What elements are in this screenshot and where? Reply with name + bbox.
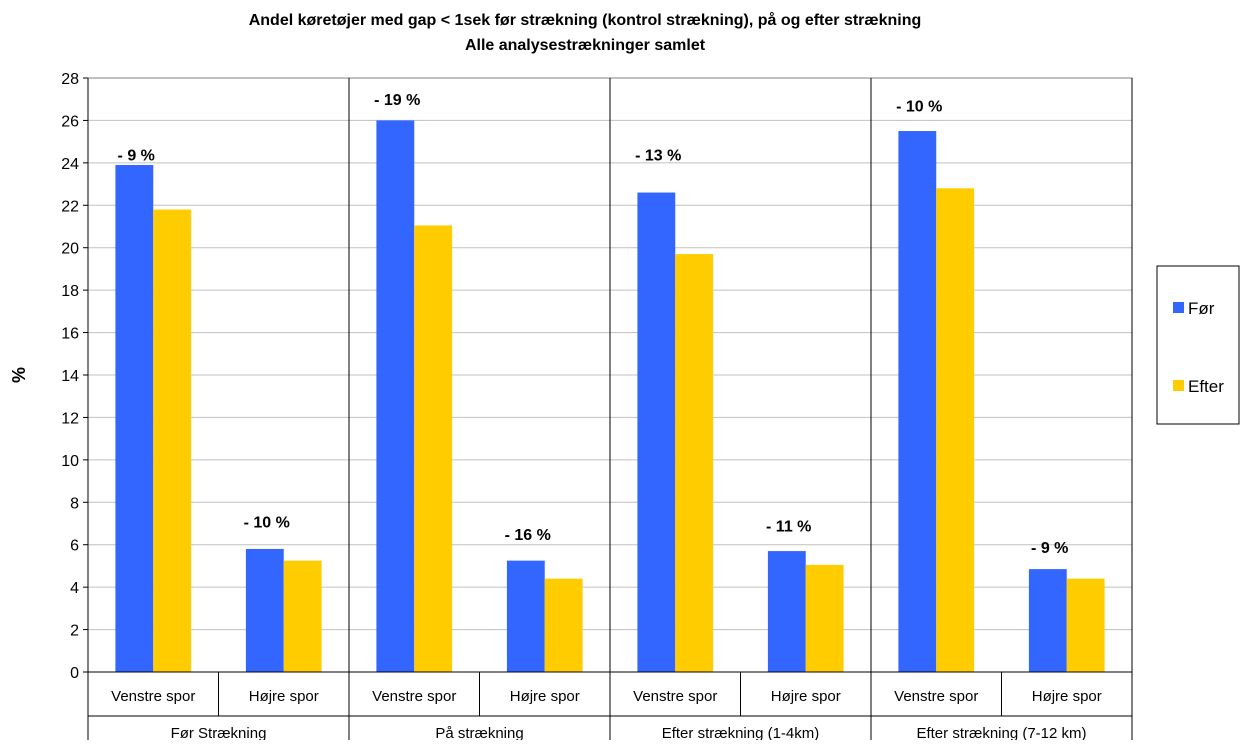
bar-efter <box>1066 578 1105 672</box>
change-annotation: - 9 % <box>1031 540 1068 557</box>
y-tick-label: 4 <box>70 580 79 597</box>
change-annotation: - 9 % <box>118 147 155 164</box>
legend: Før Efter <box>1156 265 1240 425</box>
y-tick-label: 0 <box>70 665 79 682</box>
bar-for <box>115 164 154 672</box>
x-category-label: Højre spor <box>249 688 319 705</box>
bar-for <box>1028 569 1067 672</box>
x-category-label: Højre spor <box>510 688 580 705</box>
x-category-label: Venstre spor <box>111 688 195 705</box>
bar-efter <box>414 225 453 673</box>
legend-swatch-efter <box>1173 380 1184 391</box>
axes-layer <box>83 77 1133 740</box>
y-tick-label: 26 <box>61 113 79 130</box>
bar-efter <box>283 560 322 672</box>
x-group-label: På strækning <box>435 725 523 740</box>
bar-efter <box>544 578 583 672</box>
y-axis-label: % <box>9 367 29 383</box>
x-category-label: Venstre spor <box>894 688 978 705</box>
change-annotation: - 11 % <box>766 519 811 536</box>
change-annotation: - 19 % <box>374 92 420 109</box>
chart-subtitle: Alle analysestrækninger samlet <box>465 37 706 54</box>
change-annotation: - 10 % <box>896 99 942 116</box>
x-group-label: Efter strækning (1-4km) <box>662 725 820 740</box>
bar-for <box>506 560 545 672</box>
y-tick-label: 14 <box>61 368 79 385</box>
y-tick-label: 10 <box>61 453 79 470</box>
bar-for <box>898 131 937 673</box>
change-annotation: - 10 % <box>244 514 290 531</box>
y-tick-label: 18 <box>61 283 79 300</box>
bars-layer <box>115 120 1105 673</box>
bar-efter <box>936 188 975 673</box>
y-tick-label: 24 <box>61 156 79 173</box>
y-tick-label: 8 <box>70 495 79 512</box>
y-tick-label: 16 <box>61 326 79 343</box>
legend-label-for: Før <box>1188 299 1215 318</box>
y-tick-label: 28 <box>61 71 79 88</box>
change-annotation: - 13 % <box>635 147 681 164</box>
chart-title: Andel køretøjer med gap < 1sek før stræk… <box>249 11 922 29</box>
bar-for <box>376 120 415 672</box>
x-group-label: Efter strækning (7-12 km) <box>916 725 1086 740</box>
y-tick-label: 2 <box>70 623 79 640</box>
y-tick-label: 12 <box>61 410 79 427</box>
bar-efter <box>675 254 714 673</box>
x-group-label: Før Strækning <box>171 725 267 740</box>
change-annotation: - 16 % <box>505 527 551 544</box>
x-category-label: Højre spor <box>1032 688 1102 705</box>
legend-box <box>1156 265 1240 425</box>
y-tick-label: 20 <box>61 241 79 258</box>
y-tick-label: 6 <box>70 538 79 555</box>
bar-efter <box>805 564 844 672</box>
legend-swatch-for <box>1173 302 1184 313</box>
bar-efter <box>153 209 192 672</box>
x-category-label: Venstre spor <box>372 688 456 705</box>
x-category-label: Højre spor <box>771 688 841 705</box>
x-category-label: Venstre spor <box>633 688 717 705</box>
bar-for <box>637 192 676 673</box>
bar-for <box>245 548 284 672</box>
y-tick-label: 22 <box>61 198 79 215</box>
bar-for <box>767 551 806 672</box>
legend-label-efter: Efter <box>1188 377 1224 396</box>
